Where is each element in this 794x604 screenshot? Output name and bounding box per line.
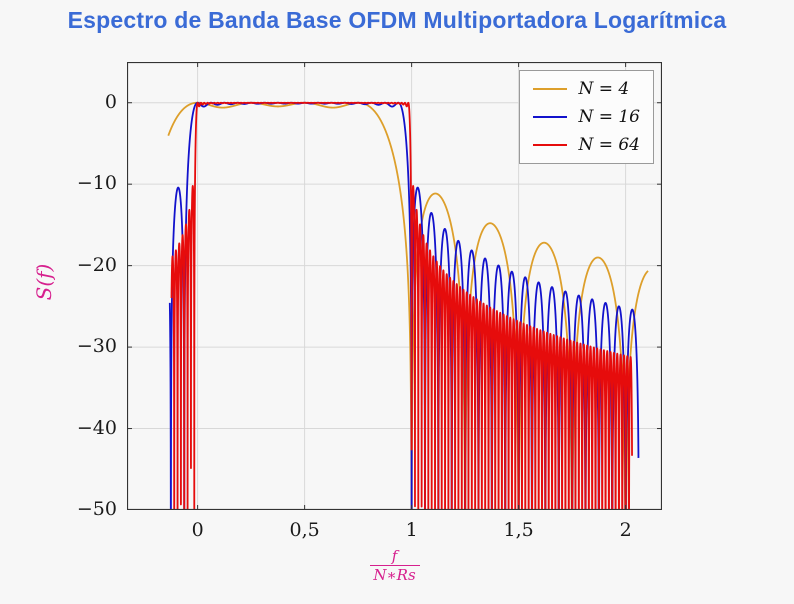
legend-swatch [533, 87, 568, 91]
legend: N = 4 N = 16 N = 64 [519, 70, 654, 164]
legend-label: N = 16 [578, 107, 640, 127]
legend-swatch [533, 115, 568, 119]
plot-frame [127, 62, 662, 510]
x-axis-label-numerator: f [391, 547, 398, 565]
x-axis-label: f N∗Rs [344, 548, 445, 584]
x-axis-label-denominator: N∗Rs [373, 566, 416, 584]
y-tick-label: −10 [76, 172, 117, 195]
tick-marks [127, 62, 662, 510]
legend-label: N = 64 [578, 135, 640, 155]
x-tick-label: 1 [405, 519, 418, 541]
x-tick-label: 0,5 [289, 519, 320, 541]
x-tick-label: 2 [619, 519, 632, 541]
legend-swatch [533, 143, 568, 147]
series-curves [167, 101, 649, 510]
x-tick-label: 1,5 [503, 519, 534, 541]
y-tick-label: −40 [76, 416, 117, 439]
series-line-N64 [170, 101, 633, 510]
y-tick-label: −50 [76, 498, 117, 520]
plot-area: N = 4 N = 16 N = 64 [127, 62, 662, 510]
legend-label: N = 4 [578, 79, 630, 99]
fraction-bar [369, 565, 420, 566]
y-tick-label: −30 [76, 335, 117, 358]
y-tick-label: −20 [76, 253, 117, 276]
y-tick-label: 0 [104, 90, 117, 113]
legend-entry: N = 64 [533, 135, 640, 155]
x-axis-label-fraction: f N∗Rs [369, 547, 420, 584]
chart-title: Espectro de Banda Base OFDM Multiportado… [67, 7, 727, 33]
x-tick-label: 0 [191, 519, 204, 541]
legend-entry: N = 16 [533, 107, 640, 127]
plot-canvas [127, 62, 662, 510]
legend-entry: N = 4 [533, 79, 640, 99]
